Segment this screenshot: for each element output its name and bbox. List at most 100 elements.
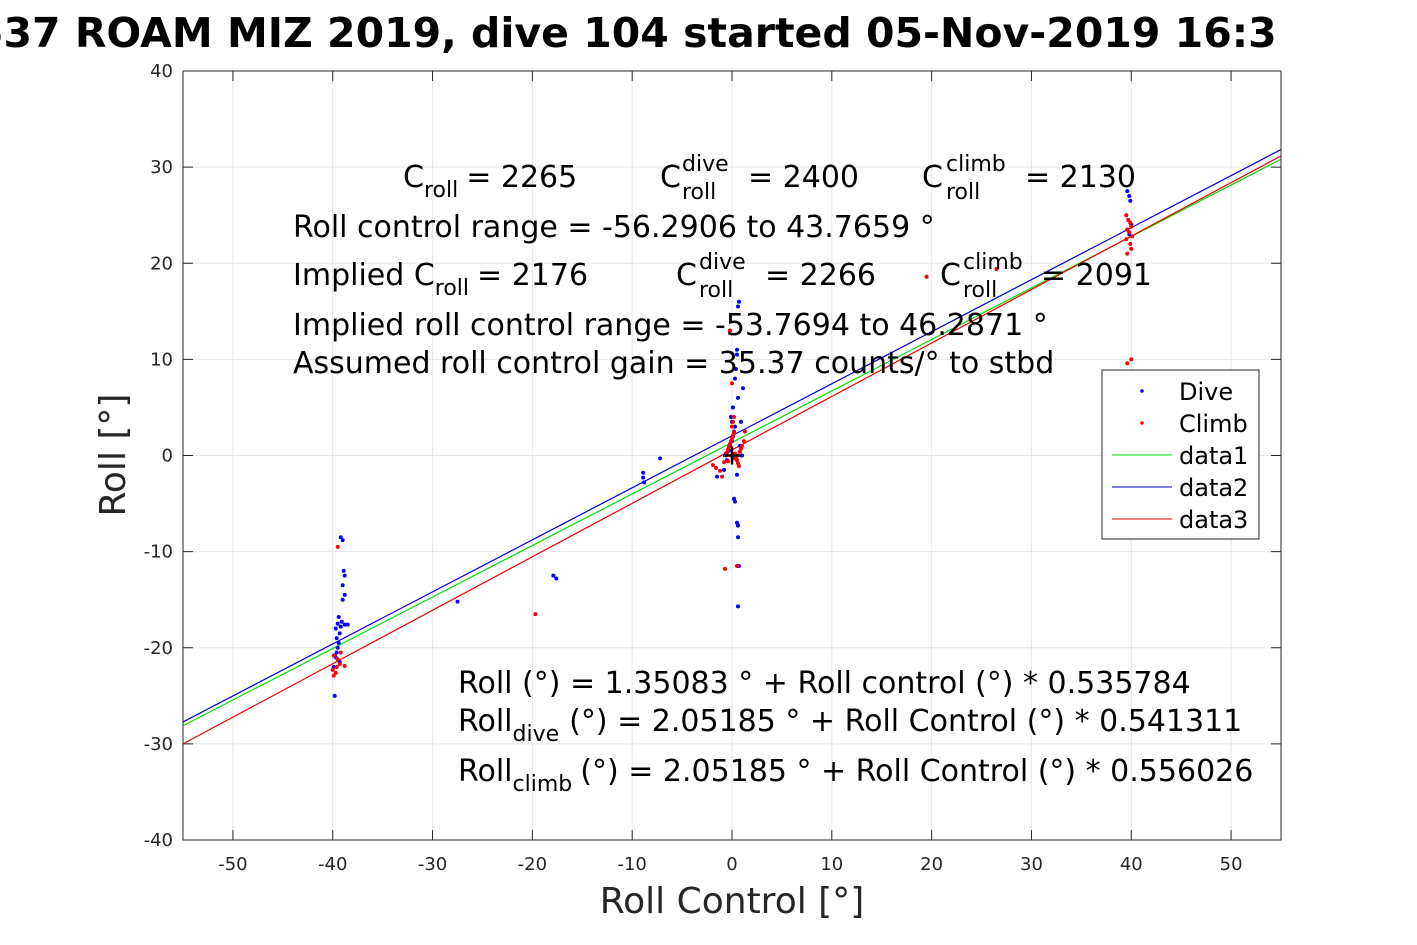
legend-dive-marker — [1140, 389, 1144, 393]
point-dive — [734, 472, 739, 477]
point-climb — [330, 667, 335, 672]
point-dive — [732, 499, 737, 504]
point-dive — [339, 619, 344, 624]
point-climb — [739, 443, 744, 448]
c-dive-value: = 2400 — [748, 160, 859, 195]
point-dive — [641, 475, 646, 480]
point-dive — [738, 419, 743, 424]
implied-c-dive-symbol: C — [676, 258, 697, 293]
scatter-points — [330, 189, 1135, 698]
point-climb — [533, 612, 538, 617]
point-climb — [731, 415, 736, 420]
point-dive — [658, 456, 663, 461]
svg-text:C: C — [660, 160, 681, 195]
fit-dive-sub: dive — [513, 722, 560, 747]
point-dive — [335, 621, 340, 626]
point-climb — [1124, 237, 1129, 242]
x-tick-label: -10 — [617, 854, 646, 875]
point-dive — [734, 347, 739, 352]
y-tick-label: -10 — [144, 542, 173, 563]
point-dive — [341, 568, 346, 573]
annotation-range: Roll control range = -56.2906 to 43.7659… — [293, 210, 935, 245]
y-tick-label: 10 — [150, 349, 173, 370]
point-dive — [1128, 198, 1133, 203]
x-tick-label: 0 — [726, 854, 737, 875]
point-dive — [735, 304, 740, 309]
point-climb — [333, 670, 338, 675]
c-dive-symbol: C — [660, 160, 681, 195]
svg-text:Croll= 2265: Croll = 2265 — [403, 160, 577, 203]
legend-data3-label: data3 — [1179, 506, 1248, 534]
point-dive — [729, 415, 734, 420]
point-climb — [736, 464, 741, 469]
point-dive — [335, 645, 340, 650]
point-dive — [337, 631, 342, 636]
point-climb — [720, 474, 725, 479]
fit-equation-all: Roll (°) = 1.35083 ° + Roll control (°) … — [458, 666, 1191, 701]
point-dive — [641, 470, 646, 475]
point-climb — [726, 459, 731, 464]
point-climb — [1125, 227, 1130, 232]
y-tick-label: 20 — [150, 253, 173, 274]
x-tick-label: -20 — [518, 854, 547, 875]
svg-text:Implied Croll= 2176: Implied Croll = 2176 — [293, 258, 588, 301]
point-dive — [734, 352, 739, 357]
implied-c-climb-sub: roll — [963, 278, 997, 303]
y-tick-label: -30 — [144, 734, 173, 755]
point-climb — [711, 463, 716, 468]
point-climb — [331, 653, 336, 658]
y-tick-label: -20 — [144, 638, 173, 659]
implied-c-climb-symbol: C — [940, 258, 961, 293]
point-dive — [334, 650, 339, 655]
fit-dive-rest: (°) = 2.05185 ° + Roll Control (°) * 0.5… — [569, 704, 1242, 739]
point-climb — [1129, 224, 1134, 229]
point-climb — [1130, 234, 1135, 239]
c-climb-value: = 2130 — [1025, 160, 1136, 195]
point-climb — [732, 456, 737, 461]
implied-c-dive-sub: roll — [699, 278, 733, 303]
point-climb — [994, 267, 999, 272]
point-dive — [336, 614, 341, 619]
point-dive — [336, 640, 341, 645]
point-dive — [1127, 193, 1132, 198]
c-climb-sub: roll — [946, 180, 980, 205]
annotation-c-values: Croll = 2265 C dive roll = 2400 C climb r… — [403, 152, 1136, 205]
x-axis-label: Roll Control [°] — [600, 881, 865, 922]
fit-equation-climb: Rollclimb (°) = 2.05185 ° + Roll Control … — [458, 754, 1253, 797]
point-dive — [340, 597, 345, 602]
point-climb — [722, 460, 727, 465]
implied-c-prefix: Implied C — [293, 258, 435, 293]
point-climb — [1125, 251, 1130, 256]
c-dive-sup: dive — [682, 152, 729, 177]
legend-data1-label: data1 — [1179, 442, 1248, 470]
point-dive — [735, 535, 740, 540]
point-climb — [731, 430, 736, 435]
point-dive — [733, 366, 738, 371]
implied-c-climb-sup: climb — [963, 250, 1023, 275]
legend-climb-label: Climb — [1179, 410, 1248, 438]
point-dive — [342, 622, 347, 627]
point-climb — [714, 465, 719, 470]
point-climb — [335, 544, 340, 549]
point-climb — [728, 328, 733, 333]
x-tick-label: 20 — [920, 854, 943, 875]
y-tick-label: -40 — [144, 830, 173, 851]
point-climb — [338, 650, 343, 655]
annotation-implied-c: Implied Croll = 2176 C dive roll = 2266 C… — [293, 250, 1152, 303]
point-climb — [1125, 361, 1130, 366]
x-tick-label: 10 — [820, 854, 843, 875]
y-tick-label: 0 — [162, 446, 173, 467]
point-climb — [1129, 246, 1134, 251]
point-dive — [342, 573, 347, 578]
y-axis-ticks: -40 -30 -20 -10 0 10 20 30 40 — [144, 61, 1281, 851]
point-climb — [730, 424, 734, 429]
fit-dive-roll: Roll — [458, 704, 513, 739]
point-dive — [736, 299, 741, 304]
svg-text:C: C — [922, 160, 943, 195]
point-dive — [342, 592, 347, 597]
fit-climb-rest: (°) = 2.05185 ° + Roll Control (°) * 0.5… — [580, 754, 1253, 789]
point-dive — [340, 583, 345, 588]
point-dive — [735, 523, 740, 528]
x-tick-label: 50 — [1220, 854, 1243, 875]
